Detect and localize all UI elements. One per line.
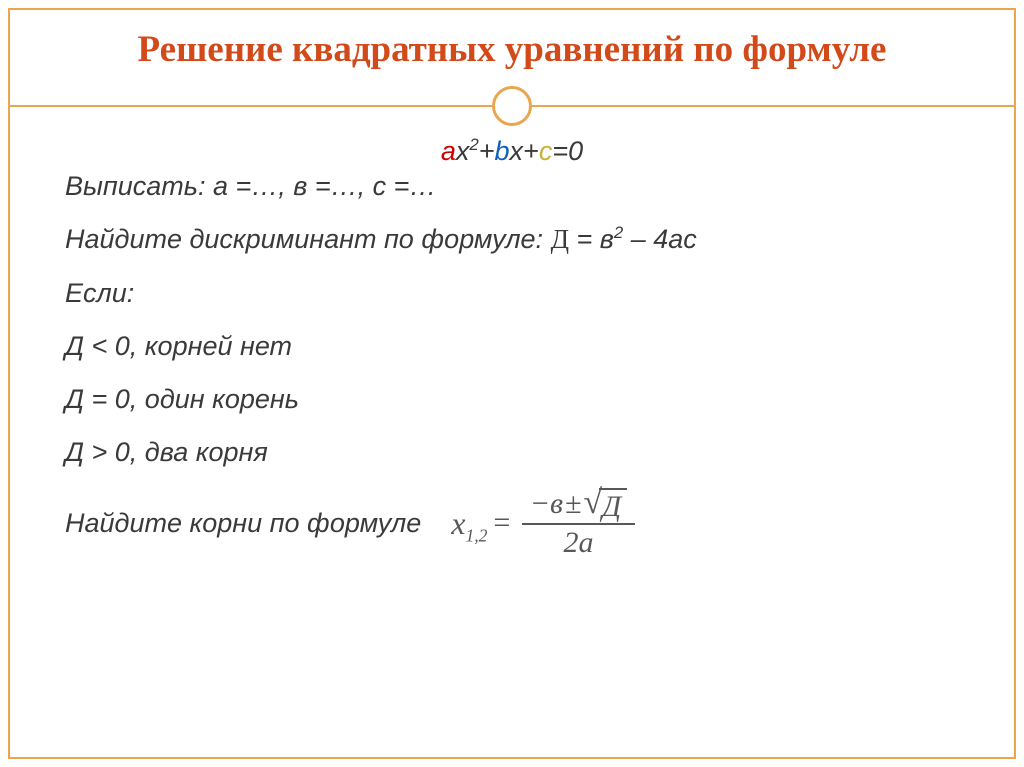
eq-x: х [456,136,470,166]
general-equation: ах2+bх+с=0 [65,136,959,167]
case-negative: Д < 0, корней нет [65,331,959,362]
coef-a: а [441,136,456,166]
coef-c: с [539,136,553,166]
eq-x2: х [510,136,524,166]
rf-num-prefix: −в [530,487,563,520]
case-positive: Д > 0, два корня [65,437,959,468]
disc-exp: 2 [614,223,623,242]
line-roots-row: Найдите корни по формуле х1,2 = −в±√Д 2а [65,486,959,561]
divider-circle-icon [492,86,532,126]
disc-D: Д [551,224,569,254]
rf-sub: 1,2 [465,525,487,545]
line-extract: Выписать: а =…, в =…, с =… [65,171,959,202]
rf-x: х1,2 [451,505,487,542]
rf-numerator: −в±√Д [522,486,636,523]
rf-x-sym: х [451,505,465,541]
slide-frame: Решение квадратных уравнений по формуле … [8,8,1016,759]
rf-sqrt: √Д [583,488,627,523]
disc-prefix: Найдите дискриминант по формуле: [65,224,551,254]
roots-formula: х1,2 = −в±√Д 2а [451,486,635,561]
disc-eq: = в [569,224,614,254]
line-discriminant: Найдите дискриминант по формуле: Д = в2 … [65,224,959,255]
rf-fraction: −в±√Д 2а [522,486,636,561]
rf-denominator: 2а [555,525,601,561]
line-roots-text: Найдите корни по формуле [65,508,421,539]
case-zero: Д = 0, один корень [65,384,959,415]
eq-plus1: + [479,136,495,166]
slide-content: ах2+bх+с=0 Выписать: а =…, в =…, с =… На… [10,126,1014,560]
eq-plus2: + [523,136,539,166]
eq-exp: 2 [469,135,478,154]
line-if: Если: [65,278,959,309]
rf-eq: = [491,506,511,541]
eq-tail: =0 [552,136,583,166]
rf-sqrt-arg: Д [599,488,627,523]
divider [10,86,1014,126]
coef-b: b [495,136,510,166]
slide-title: Решение квадратных уравнений по формуле [10,10,1014,80]
rf-pm: ± [565,487,581,520]
disc-rest: – 4ас [623,224,697,254]
